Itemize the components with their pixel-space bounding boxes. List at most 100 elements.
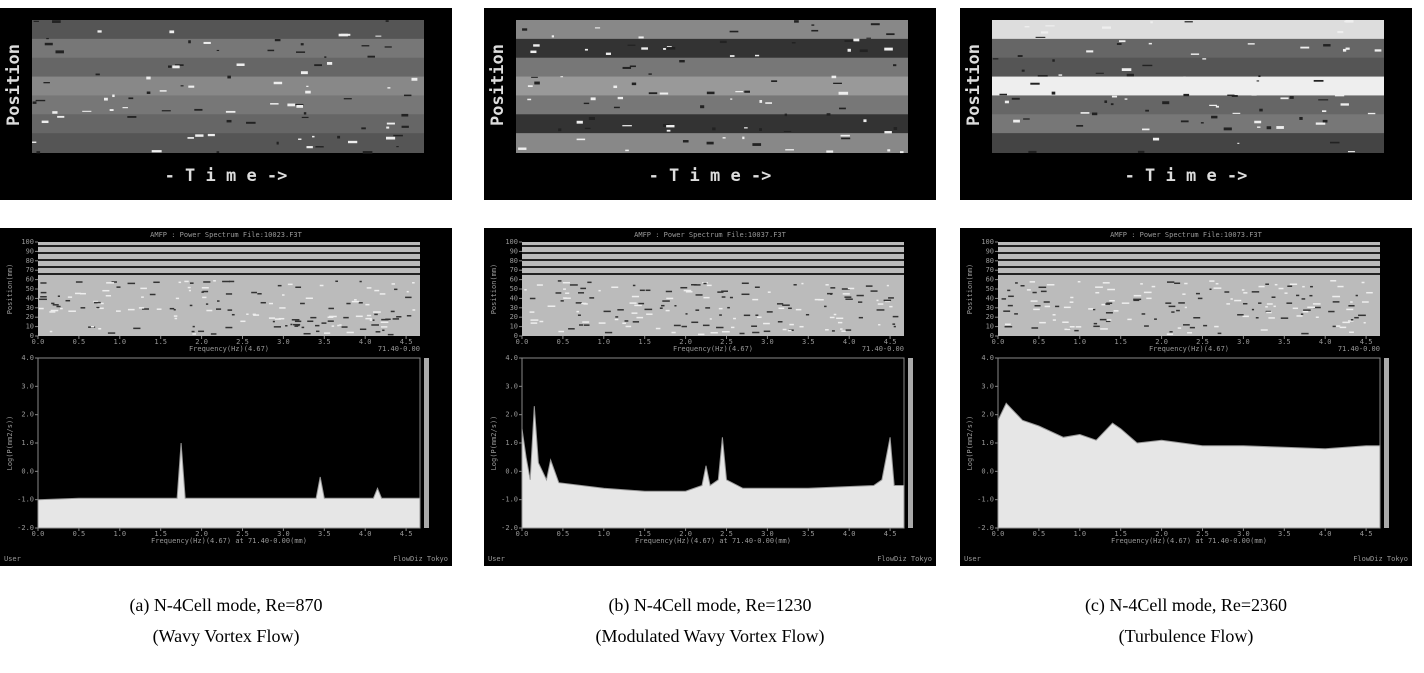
flow-speckle [1017,55,1023,57]
flow-speckle [1318,99,1329,101]
flow-speckle [663,47,666,50]
flow-speckle [1142,128,1150,131]
map-noise [57,295,60,297]
map-tick-label: 40 [510,294,518,302]
map-noise [202,290,209,293]
map-noise [1176,309,1180,312]
map-noise [755,314,759,316]
flow-speckle [712,127,716,131]
flow-speckle [534,81,540,85]
map-noise [536,284,543,286]
flow-speckle [666,129,671,132]
map-x-label: Frequency(Hz)(4.67) [673,345,753,353]
map-noise [1109,300,1115,302]
map-noise [842,293,850,295]
flow-band [516,38,908,59]
map-noise [1032,291,1037,294]
map-noise [246,313,249,315]
map-tick-label: 60 [510,276,518,284]
map-x-tick-label: 3.5 [1278,338,1291,346]
flow-speckle [1211,115,1218,119]
flow-speckle [1322,119,1328,123]
y-tick-label: 1.0 [21,439,34,447]
map-noise [1014,313,1018,315]
map-tick-label: 70 [510,266,518,274]
map-noise [354,299,357,301]
caption: (b) N-4Cell mode, Re=1230 [608,595,811,616]
map-x-tick-label: 1.0 [113,338,126,346]
flow-speckle [859,49,868,53]
map-noise [392,318,400,320]
map-noise [1166,281,1175,283]
y-tick-label: 2.0 [21,411,34,419]
map-noise [1095,291,1100,294]
flow-speckle [109,109,114,112]
flow-speckle [55,50,64,54]
map-x-tick-label: 4.0 [359,338,372,346]
map-noise [369,319,373,321]
map-noise [1332,301,1340,303]
map-noise [1224,291,1230,293]
flow-band [516,95,908,116]
map-noise [201,291,204,293]
map-tick-label: 10 [510,323,518,331]
map-noise [702,281,708,284]
flow-speckle [270,103,279,105]
flow-speckle [226,119,232,123]
map-x-tick-label: 1.0 [1073,338,1086,346]
map-noise [387,333,394,336]
flow-band [992,20,1384,40]
map-noise [1268,317,1275,319]
map-tick-label: 40 [986,294,994,302]
map-noise [1093,322,1098,325]
map-noise [228,280,235,283]
map-noise [394,288,398,291]
map-noise [1182,324,1190,326]
map-noise [1302,310,1309,313]
map-noise [577,314,581,316]
map-noise [1354,316,1359,319]
map-noise [558,330,565,333]
map-noise [381,318,389,321]
map-noise [718,307,723,310]
map-noise [1189,326,1195,329]
map-noise [557,280,562,282]
flow-speckle [168,65,172,68]
map-noise [752,331,760,334]
map-noise [210,333,217,335]
map-noise [778,307,785,310]
flow-speckle [659,92,669,95]
map-noise [1052,314,1056,316]
map-noise [639,289,645,292]
flow-speckle [273,81,283,85]
flow-speckle [1280,97,1289,100]
map-stripe [38,273,420,275]
map-noise [662,300,670,302]
map-noise [575,302,583,304]
map-noise [335,280,339,283]
flow-speckle [700,105,705,109]
map-noise [1278,287,1284,290]
flow-band [992,76,1384,97]
flow-speckle [188,85,195,88]
map-noise [825,284,829,286]
map-noise [1004,325,1013,328]
flow-speckle [195,134,204,137]
map-noise [1074,329,1079,332]
map-noise [1226,303,1231,305]
map-noise [730,326,735,329]
map-noise [174,317,178,320]
map-stripe [522,245,904,247]
footer-right: FlowDiz Tokyo [877,555,932,563]
flow-speckle [887,149,891,152]
map-noise [1008,295,1014,298]
map-noise [706,284,712,287]
map-noise [380,321,389,323]
caption: (Turbulence Flow) [1119,626,1254,647]
map-noise [830,287,836,289]
map-noise [1144,325,1149,327]
map-noise [1026,289,1031,291]
map-noise [1265,283,1269,285]
map-noise [187,286,191,289]
map-noise [697,333,705,336]
